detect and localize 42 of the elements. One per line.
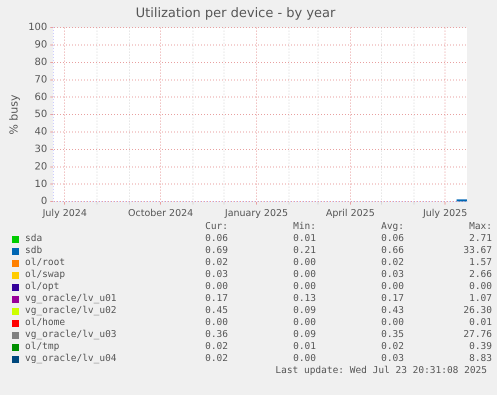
legend-label: sdb	[25, 245, 42, 257]
legend-label: ol/tmp	[25, 341, 60, 353]
text: Last update: Wed Jul 23 20:31:08 2025	[274, 365, 487, 376]
legend-label: vg_oracle/lv_u04	[25, 353, 117, 365]
x-tick-label: April 2025	[326, 208, 375, 219]
text: 0.02 0.00 0.03 8.83	[205, 353, 492, 364]
legend-label: ol/home	[25, 317, 66, 329]
y-tick-label: 30	[34, 144, 48, 155]
y-tick-label: 10	[34, 178, 48, 190]
text: 0.03 0.00 0.03 2.66	[205, 269, 492, 280]
x-tick-label: January 2025	[224, 208, 288, 219]
y-tick-label: 0	[40, 196, 48, 208]
legend-label: vg_oracle/lv_u02	[25, 305, 117, 317]
y-axis-title: % busy	[7, 94, 20, 135]
legend-label: vg_oracle/lv_u01	[25, 293, 117, 305]
text: 0.00 0.00 0.00 0.00	[205, 281, 492, 292]
y-tick-label: 70	[34, 74, 48, 86]
legend-label: ol/root	[25, 257, 66, 269]
y-tick-label: 50	[34, 109, 48, 120]
y-tick-label: 80	[34, 56, 48, 68]
text: Cur: Min: Avg: Max:	[205, 221, 492, 232]
y-tick-label: 20	[34, 161, 48, 172]
legend-label: sda	[25, 233, 42, 245]
legend-label: ol/swap	[25, 269, 66, 281]
y-tick-label: 100	[28, 22, 48, 34]
y-tick-label: 90	[34, 40, 48, 51]
legend-label: ol/opt	[25, 281, 60, 293]
x-tick-label: July 2025	[422, 208, 468, 219]
legend-label: vg_oracle/lv_u03	[25, 329, 117, 341]
text: 0.36 0.09 0.35 27.76	[205, 329, 492, 340]
text: 0.69 0.21 0.66 33.67	[205, 245, 492, 256]
y-tick-label: 40	[34, 126, 48, 138]
text: 0.02 0.00 0.02 1.57	[205, 257, 492, 268]
text: 0.45 0.09 0.43 26.30	[205, 305, 492, 316]
x-tick-label: October 2024	[128, 208, 194, 219]
text: 0.02 0.01 0.02 0.39	[205, 341, 492, 352]
text: 0.06 0.01 0.06 2.71	[205, 233, 492, 244]
text: 0.00 0.00 0.00 0.01	[205, 317, 492, 328]
chart-title: Utilization per device - by year	[136, 6, 336, 22]
x-tick-label: July 2024	[42, 208, 87, 219]
text: 0.17 0.13 0.17 1.07	[205, 293, 492, 304]
y-tick-label: 60	[34, 92, 48, 103]
